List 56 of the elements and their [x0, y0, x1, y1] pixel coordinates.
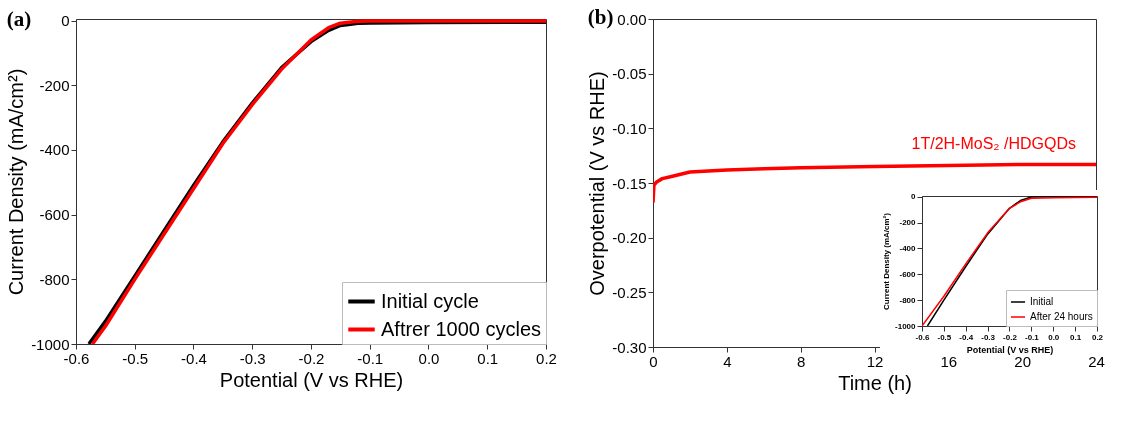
x-tick-label: -0.3 [239, 349, 266, 367]
y-tick-label: -200 [899, 218, 917, 228]
y-tick-label: -800 [899, 295, 917, 305]
x-tick-label: -0.6 [915, 332, 930, 342]
x-tick-label: -0.4 [181, 349, 207, 367]
x-axis-title: Potential (V vs RHE) [219, 368, 404, 391]
x-tick-label: 16 [940, 352, 958, 370]
x-tick-label: -0.2 [1003, 332, 1018, 342]
legend-label: Initial [1030, 296, 1054, 307]
y-axis-title: Current Density (mA/cm²) [882, 212, 892, 310]
x-tick-label: -0.3 [981, 332, 996, 342]
y-tick-label: -600 [899, 269, 917, 279]
x-tick-label: 0.0 [418, 349, 440, 367]
x-tick-label: -0.2 [298, 349, 325, 367]
y-tick-label: -800 [39, 270, 70, 288]
y-tick-label: 0 [911, 192, 917, 202]
x-tick-label: 24 [1088, 352, 1105, 370]
x-tick-label: 0.0 [1048, 332, 1060, 342]
y-tick-label: -1000 [895, 321, 917, 331]
legend-label: After 24 hours [1030, 311, 1093, 322]
y-tick-label: 0.00 [617, 10, 647, 28]
chart-title: (a) [6, 6, 32, 31]
series-label: 1T/2H-MoS₂ /HDGQDs [911, 135, 1076, 153]
y-tick-label: -200 [39, 76, 70, 94]
y-tick-label: -0.10 [612, 119, 647, 137]
y-tick-label: -0.20 [612, 229, 647, 247]
legend-label: Initial cycle [381, 289, 479, 312]
y-tick-label: -0.25 [612, 283, 647, 301]
y-tick-label: -400 [39, 141, 70, 159]
x-tick-label: 20 [1014, 352, 1032, 370]
legend-label: Aftrer 1000 cycles [381, 317, 542, 340]
x-tick-label: -0.5 [937, 332, 952, 342]
x-tick-label: 0 [649, 352, 658, 370]
x-tick-label: 0.2 [1091, 332, 1104, 342]
y-tick-label: -0.30 [612, 338, 647, 356]
y-axis-title: Current Density (mA/cm²) [5, 68, 28, 296]
y-axis-title: Overpotential (V vs RHE) [586, 71, 609, 296]
chart-title: (b) [587, 5, 614, 29]
y-tick-label: -0.15 [612, 174, 647, 192]
x-tick-label: 12 [866, 352, 884, 370]
y-tick-label: 0 [61, 12, 70, 30]
x-tick-label: 4 [723, 352, 732, 370]
y-tick-label: -0.05 [612, 65, 647, 83]
y-tick-label: -400 [899, 243, 917, 253]
x-tick-label: 0.1 [1070, 332, 1082, 342]
x-tick-label: -0.1 [357, 349, 384, 367]
y-tick-label: -600 [39, 206, 70, 224]
x-tick-label: -0.5 [122, 349, 149, 367]
x-axis-title: Time (h) [838, 371, 912, 394]
x-tick-label: 0.2 [536, 349, 557, 367]
x-tick-label: 8 [796, 352, 806, 370]
line-series [653, 162, 1096, 205]
x-axis-title: Potential (V vs RHE) [966, 344, 1054, 355]
x-tick-label: -0.4 [959, 332, 974, 342]
x-tick-label: 0.1 [477, 349, 499, 367]
x-tick-label: -0.1 [1024, 332, 1040, 342]
